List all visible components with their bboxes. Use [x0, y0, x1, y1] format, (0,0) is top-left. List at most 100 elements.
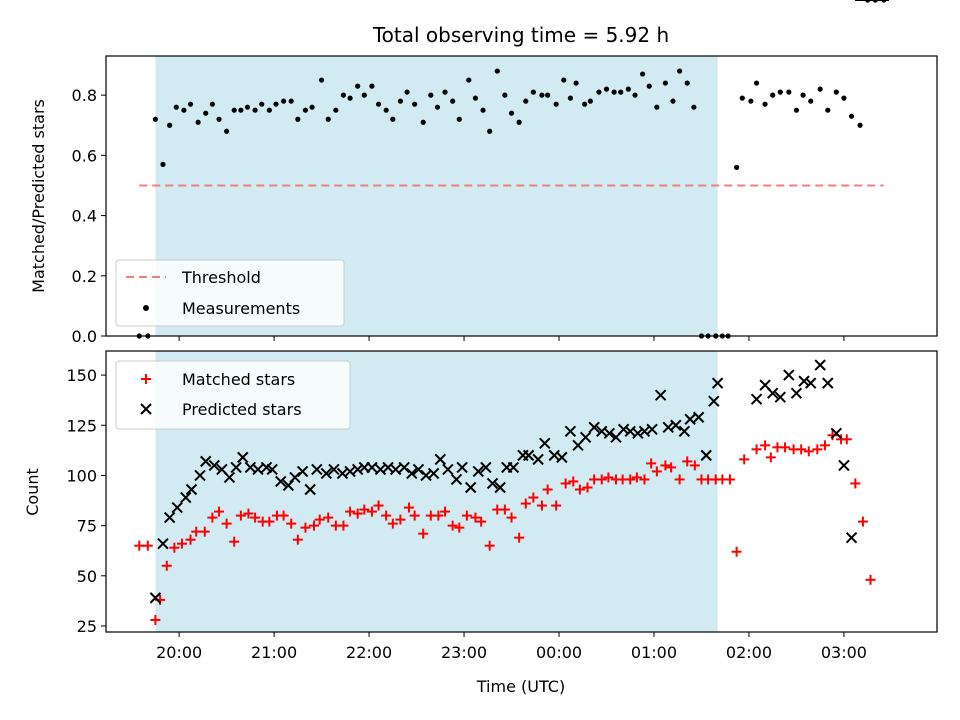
measurement-point [848, 113, 855, 119]
measurement-point [412, 101, 418, 107]
matched-star-point [506, 512, 517, 523]
top-x-ticks [178, 336, 845, 341]
cross-stroke-b [790, 387, 803, 399]
predicted-star-point [822, 377, 834, 389]
cross-stroke-b [822, 377, 834, 389]
cross-stroke-b [480, 461, 492, 474]
predicted-star-point [252, 463, 264, 476]
measurement-point [625, 86, 631, 92]
matched-star-point [150, 614, 161, 625]
predicted-star-point [296, 465, 309, 478]
top-panel: 0.00.20.40.60.8 Matched/Predicted stars … [29, 0, 938, 346]
predicted-star-point [157, 537, 169, 550]
measurement-point [302, 107, 309, 113]
matched-star-point [366, 506, 377, 517]
predicted-star-point [804, 377, 817, 389]
matched-star-point [731, 546, 742, 557]
cross-stroke-b [814, 359, 826, 371]
measurement-point [383, 107, 389, 113]
measurement-point [632, 92, 638, 98]
cross-stroke-b [208, 459, 220, 472]
matched-star-point [308, 520, 319, 531]
matched-star-point [542, 484, 553, 495]
predicted-star-point [711, 377, 724, 389]
cross-stroke-b [420, 469, 432, 482]
measurement-point [252, 107, 258, 113]
measurement-point [480, 107, 486, 113]
matched-star-point [323, 512, 334, 523]
matched-star-point [666, 462, 677, 473]
measurement-point [573, 80, 579, 86]
predicted-star-point [366, 461, 378, 474]
cross-stroke-b [507, 461, 520, 474]
bottom-legend-box [115, 360, 351, 430]
predicted-star-point [427, 467, 440, 480]
measurement-point [309, 104, 315, 110]
bottom-x-ticks: 20:00 21:00 22:00 23:00 00:00 01:00 02:00 03:00 [156, 632, 867, 662]
measurement-point [340, 92, 347, 98]
predicted-star-point [275, 475, 287, 488]
cross-stroke-b [223, 471, 236, 484]
matched-star-point [381, 510, 392, 521]
predicted-star-point [406, 467, 418, 480]
cross-stroke-b [830, 427, 843, 439]
predicted-star-point [588, 421, 600, 433]
cross-stroke-b [464, 481, 477, 494]
matched-star-point [221, 518, 232, 529]
cross-stroke-b [522, 449, 535, 462]
predicted-star-point [171, 501, 183, 514]
cross-stroke-b [320, 467, 333, 480]
cross-stroke-b [494, 481, 506, 494]
measurement-point [397, 98, 404, 104]
measurement-point [618, 89, 624, 95]
cross-stroke-b [588, 421, 600, 433]
matched-star-point [433, 510, 444, 521]
measurement-point [654, 104, 660, 110]
cross-stroke-b [638, 425, 651, 437]
measurement-point [677, 68, 683, 74]
cross-stroke-b [678, 425, 691, 437]
cross-stroke-b [646, 423, 658, 435]
predicted-star-point [507, 461, 520, 474]
measurement-point [369, 83, 375, 89]
legend-matched-swatch [141, 374, 151, 384]
measurement-point [662, 80, 668, 86]
matched-star-point [454, 522, 465, 533]
predicted-star-point [237, 451, 249, 464]
cross-stroke-b [200, 455, 212, 468]
matched-star-point [278, 510, 289, 521]
x-tick-label: 03:00 [821, 643, 867, 662]
top-legend: Threshold Measurements [115, 259, 345, 327]
measurement-point [333, 107, 339, 113]
matched-star-point [724, 474, 735, 485]
matched-star-point [250, 512, 261, 523]
cross-stroke-b [194, 469, 206, 482]
matched-star-point [286, 518, 297, 529]
cross-stroke-b [389, 463, 402, 476]
measurement-point [404, 89, 410, 95]
bottom-panel: 25 50 75 100 125 150 20:00 21:00 22:00 23:00 00:0… [23, 0, 938, 696]
matched-star-point [850, 478, 861, 489]
matched-star-point [574, 484, 585, 495]
matched-star-point [551, 500, 562, 511]
predicted-star-point [185, 483, 198, 496]
cross-stroke-b [304, 483, 316, 496]
predicted-star-point [830, 427, 843, 439]
measurement-point [596, 89, 602, 95]
measurement-point [280, 98, 287, 104]
x-tick-label: 00:00 [536, 643, 582, 662]
matched-star-point [235, 510, 246, 521]
measurement-point [187, 101, 194, 107]
measurement-point [390, 116, 396, 122]
matched-star-point [582, 482, 593, 493]
measurement-point [739, 95, 745, 101]
bottom-panel-frame [105, 350, 938, 633]
measurement-point [295, 116, 301, 122]
legend-measurements-swatch [143, 305, 149, 311]
cross-stroke-b [311, 463, 323, 476]
predicted-star-point [579, 431, 592, 444]
measurement-point [434, 104, 441, 110]
measurement-point [770, 92, 776, 98]
cross-stroke-b [804, 377, 817, 389]
top-y-ticks: 0.0 0.2 0.4 0.6 0.8 [72, 86, 106, 346]
